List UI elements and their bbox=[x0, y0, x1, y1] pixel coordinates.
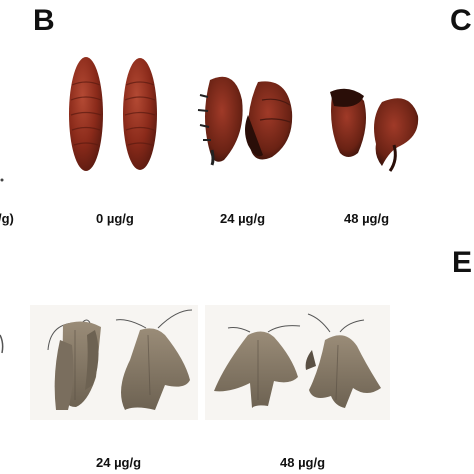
pupa-24-right bbox=[245, 81, 293, 160]
label-pupae-48: 48 µg/g bbox=[344, 211, 390, 226]
pupa-24-left bbox=[197, 76, 243, 166]
pupa-0-left bbox=[69, 57, 103, 171]
moth-48-left bbox=[214, 325, 301, 408]
moth-48-right bbox=[305, 313, 381, 408]
moth-24-left bbox=[47, 319, 101, 410]
panel-letter-e: E bbox=[452, 246, 473, 279]
pupa-48-right bbox=[374, 98, 419, 172]
label-moths-24: 24 µg/g bbox=[96, 455, 142, 470]
moth-24-right bbox=[115, 309, 193, 410]
label-pupae-0: 0 µg/g bbox=[96, 211, 134, 226]
panel-letter-c: C bbox=[450, 4, 472, 37]
label-clipped-left: /g) bbox=[0, 211, 14, 226]
label-pupae-24: 24 µg/g bbox=[220, 211, 266, 226]
panel-letter-b: B bbox=[33, 4, 55, 37]
label-moths-48: 48 µg/g bbox=[280, 455, 326, 470]
pupa-0-right bbox=[123, 58, 157, 170]
clipped-left-panel bbox=[0, 178, 4, 354]
pupa-48-left bbox=[330, 88, 366, 157]
